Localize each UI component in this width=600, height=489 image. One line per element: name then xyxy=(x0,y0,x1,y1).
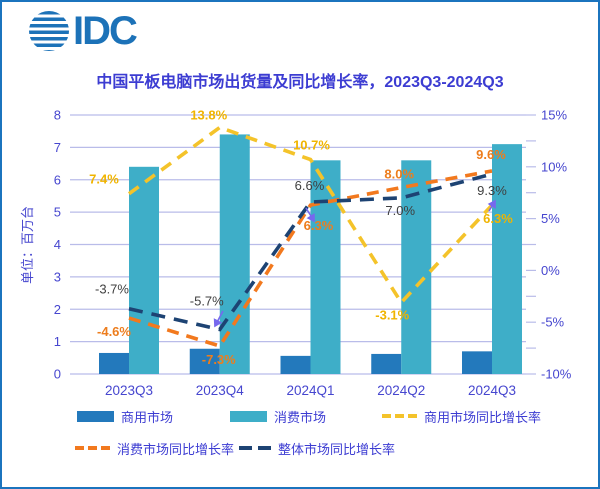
left-axis-tick: 3 xyxy=(54,269,61,284)
data-label: -7.3% xyxy=(202,352,236,367)
legend-item-overall-growth: 整体市场同比增长率 xyxy=(239,440,396,457)
idc-globe-icon xyxy=(29,11,69,51)
x-axis-label: 2023Q4 xyxy=(196,383,245,398)
legend-label: 商用市场 xyxy=(121,409,174,425)
data-label: 8.0% xyxy=(384,167,414,182)
callout-arrow-1 xyxy=(305,207,315,223)
left-axis-tick: 4 xyxy=(54,237,61,252)
legend-label: 整体市场同比增长率 xyxy=(278,441,396,457)
legend-label: 商用市场同比增长率 xyxy=(424,409,542,425)
right-axis-tick: 0% xyxy=(541,263,560,278)
legend-item-commercial-growth: 商用市场同比增长率 xyxy=(382,408,542,425)
x-axis-label: 2024Q3 xyxy=(468,383,516,398)
data-label: 6.6% xyxy=(295,178,325,193)
left-axis-tick: 0 xyxy=(54,367,61,382)
chart-title: 中国平板电脑市场出货量及同比增长率，2023Q3-2024Q3 xyxy=(96,74,504,91)
growth-line-1 xyxy=(128,169,493,349)
x-axis-label: 2024Q2 xyxy=(377,383,425,398)
right-axis-tick: 10% xyxy=(541,159,567,174)
data-label: 13.8% xyxy=(190,107,227,122)
callout-arrow-2 xyxy=(487,199,496,212)
legend-swatch-consumer xyxy=(230,410,267,422)
legend-label: 消费市场同比增长率 xyxy=(117,441,235,457)
legend-item-consumer-bars: 消费市场 xyxy=(230,408,327,425)
legend-swatch-commercial-growth xyxy=(382,414,417,418)
x-axis-label: 2024Q1 xyxy=(286,383,334,398)
bar-consumer-2023Q3 xyxy=(129,166,159,374)
x-axis-label: 2023Q3 xyxy=(105,383,153,398)
bar-consumer-2023Q4 xyxy=(219,134,250,374)
growth-line-0 xyxy=(127,125,494,306)
bar-commercial-2023Q4 xyxy=(189,348,220,374)
data-label: 7.4% xyxy=(89,172,119,187)
callout-arrow-0 xyxy=(213,310,224,328)
left-axis-tick: 8 xyxy=(54,108,61,123)
data-label: 6.3% xyxy=(483,211,513,226)
idc-logo: IDC xyxy=(29,9,138,53)
bar-commercial-2024Q3 xyxy=(462,351,492,374)
left-axis-tick: 1 xyxy=(54,334,61,349)
data-label: -4.6% xyxy=(97,324,131,339)
left-axis-title: 单位：百万台 xyxy=(20,206,35,284)
idc-logo-text: IDC xyxy=(73,9,138,53)
bar-commercial-2023Q3 xyxy=(99,352,129,374)
bar-consumer-2024Q1 xyxy=(310,160,341,374)
data-label: 9.3% xyxy=(477,183,507,198)
legend-label: 消费市场 xyxy=(274,409,327,425)
legend-swatch-consumer-growth xyxy=(75,446,110,450)
legend-item-commercial-bars: 商用市场 xyxy=(77,408,174,425)
left-axis-tick: 7 xyxy=(54,140,61,155)
data-label: 7.0% xyxy=(385,203,415,218)
left-axis-tick: 6 xyxy=(54,172,61,187)
right-axis-tick: 15% xyxy=(541,108,567,123)
left-axis-tick: 2 xyxy=(54,302,61,317)
legend-swatch-overall-growth xyxy=(239,446,271,450)
bar-commercial-2024Q2 xyxy=(371,353,402,374)
legend-swatch-commercial xyxy=(77,410,114,422)
data-label: 6.3% xyxy=(304,218,334,233)
right-axis-tick: 5% xyxy=(541,211,560,226)
data-label: 9.6% xyxy=(476,147,506,162)
right-axis-tick: -5% xyxy=(541,315,565,330)
left-axis-tick: 5 xyxy=(54,205,61,220)
data-label: -3.1% xyxy=(375,308,409,323)
growth-line-2 xyxy=(128,172,493,332)
data-label: -5.7% xyxy=(190,293,224,308)
legend-item-consumer-growth: 消费市场同比增长率 xyxy=(75,440,235,457)
bar-commercial-2024Q1 xyxy=(280,355,311,374)
bar-consumer-2024Q3 xyxy=(492,144,522,374)
data-label: 10.7% xyxy=(293,138,330,153)
right-axis-tick: -10% xyxy=(541,367,572,382)
data-label: -3.7% xyxy=(95,282,129,297)
